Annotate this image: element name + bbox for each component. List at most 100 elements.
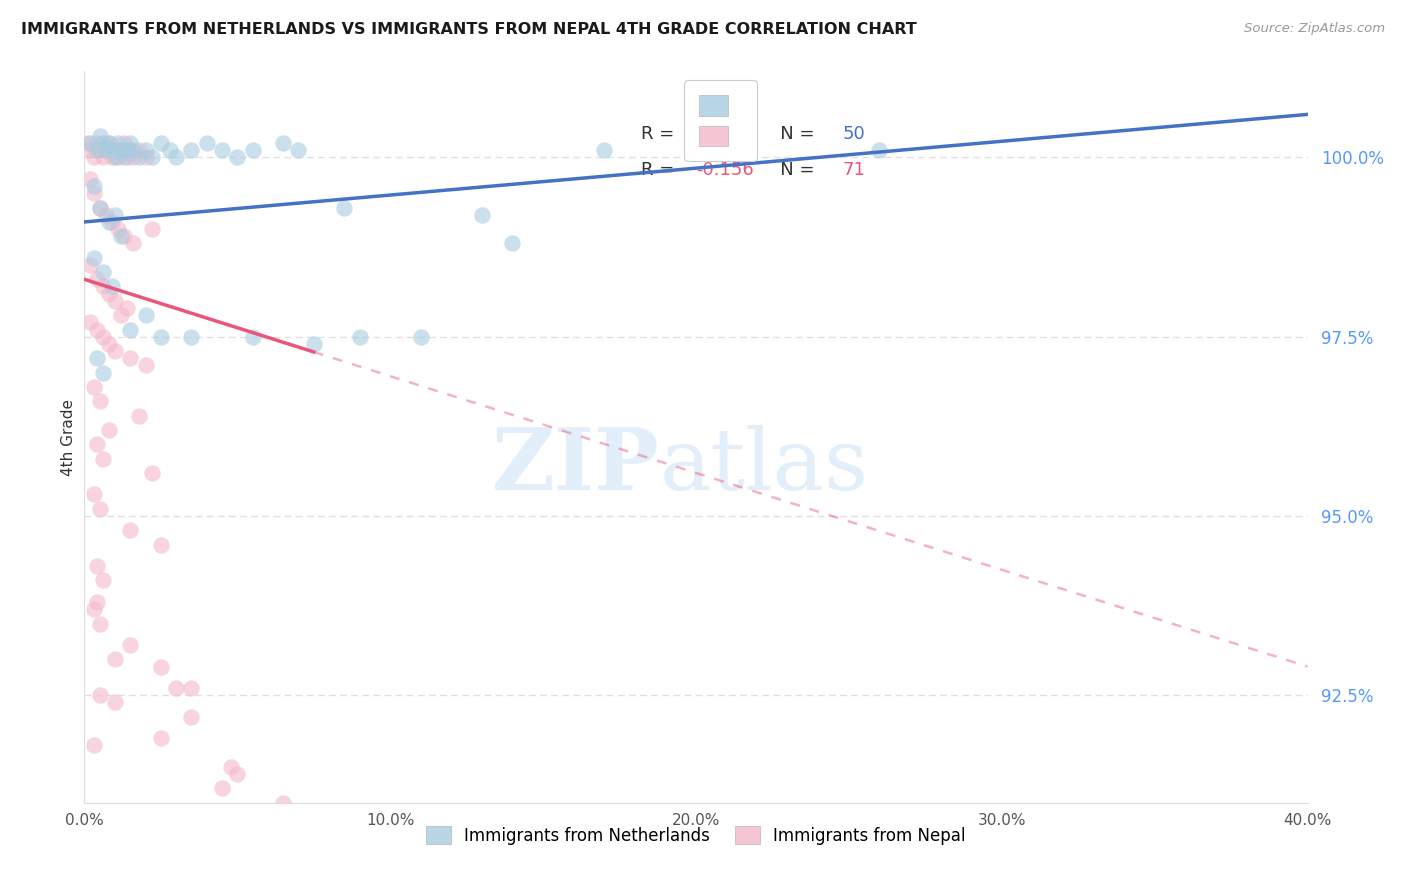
Point [83, 380, 105, 394]
Point [89, 143, 111, 157]
Point [89, 688, 111, 702]
Point [159, 143, 181, 157]
Point [120, 143, 142, 157]
Point [128, 150, 150, 164]
Point [135, 359, 157, 373]
Point [97, 423, 120, 437]
Point [79, 258, 101, 272]
Point [112, 229, 135, 244]
Point [122, 236, 145, 251]
Text: R =: R = [641, 125, 681, 143]
Point [86, 272, 108, 286]
Point [149, 329, 172, 343]
Point [86, 595, 108, 609]
Point [128, 143, 150, 157]
Point [101, 150, 124, 164]
Point [471, 208, 494, 222]
Point [91, 150, 114, 164]
Text: N =: N = [763, 161, 821, 179]
Point [242, 143, 264, 157]
Text: 71: 71 [842, 161, 866, 179]
Point [83, 179, 105, 194]
Point [86, 143, 108, 157]
Point [149, 731, 172, 746]
Point [104, 208, 127, 222]
Point [86, 351, 108, 366]
Point [76, 136, 98, 150]
Point [135, 150, 157, 164]
Point [141, 466, 163, 480]
Point [83, 251, 105, 265]
Point [180, 329, 202, 343]
Point [180, 710, 202, 724]
Text: N =: N = [763, 125, 821, 143]
Point [110, 308, 132, 322]
Point [91, 574, 114, 588]
Point [333, 201, 356, 215]
Point [83, 186, 105, 201]
Point [502, 236, 524, 251]
Text: atlas: atlas [659, 425, 869, 508]
Legend: Immigrants from Netherlands, Immigrants from Nepal: Immigrants from Netherlands, Immigrants … [418, 818, 974, 853]
Point [120, 136, 142, 150]
Point [86, 322, 108, 336]
Text: ZIP: ZIP [492, 425, 659, 508]
Text: Source: ZipAtlas.com: Source: ZipAtlas.com [1244, 22, 1385, 36]
Point [94, 208, 117, 222]
Point [89, 128, 111, 143]
Point [141, 150, 163, 164]
Point [104, 344, 127, 359]
Point [89, 394, 111, 409]
Point [593, 143, 616, 157]
Point [91, 279, 114, 293]
Point [242, 329, 264, 343]
Point [101, 215, 124, 229]
Point [869, 143, 891, 157]
Text: IMMIGRANTS FROM NETHERLANDS VS IMMIGRANTS FROM NEPAL 4TH GRADE CORRELATION CHART: IMMIGRANTS FROM NETHERLANDS VS IMMIGRANT… [21, 22, 917, 37]
Point [349, 329, 371, 343]
Point [86, 136, 108, 150]
Point [287, 143, 309, 157]
Point [91, 366, 114, 380]
Point [89, 501, 111, 516]
Point [94, 143, 117, 157]
Point [211, 143, 233, 157]
Point [302, 336, 325, 351]
Point [97, 286, 120, 301]
Point [122, 143, 145, 157]
Point [97, 136, 120, 150]
Point [86, 559, 108, 574]
Point [149, 538, 172, 552]
Point [101, 143, 124, 157]
Point [271, 796, 294, 810]
Point [165, 681, 187, 695]
Point [211, 781, 233, 796]
Point [115, 301, 138, 315]
Point [89, 201, 111, 215]
Point [86, 437, 108, 451]
Point [91, 451, 114, 466]
Point [97, 136, 120, 150]
Point [104, 293, 127, 308]
Point [120, 322, 142, 336]
Point [83, 739, 105, 753]
Point [165, 150, 187, 164]
Point [94, 143, 117, 157]
Point [104, 652, 127, 666]
Point [83, 602, 105, 616]
Point [112, 136, 135, 150]
Point [120, 638, 142, 652]
Point [83, 487, 105, 501]
Point [219, 760, 242, 774]
Point [89, 616, 111, 631]
Point [135, 143, 157, 157]
Point [120, 524, 142, 538]
Point [128, 409, 150, 423]
Point [135, 308, 157, 322]
Point [195, 136, 218, 150]
Point [115, 143, 138, 157]
Point [107, 150, 129, 164]
Point [83, 150, 105, 164]
Point [79, 172, 101, 186]
Point [226, 767, 249, 781]
